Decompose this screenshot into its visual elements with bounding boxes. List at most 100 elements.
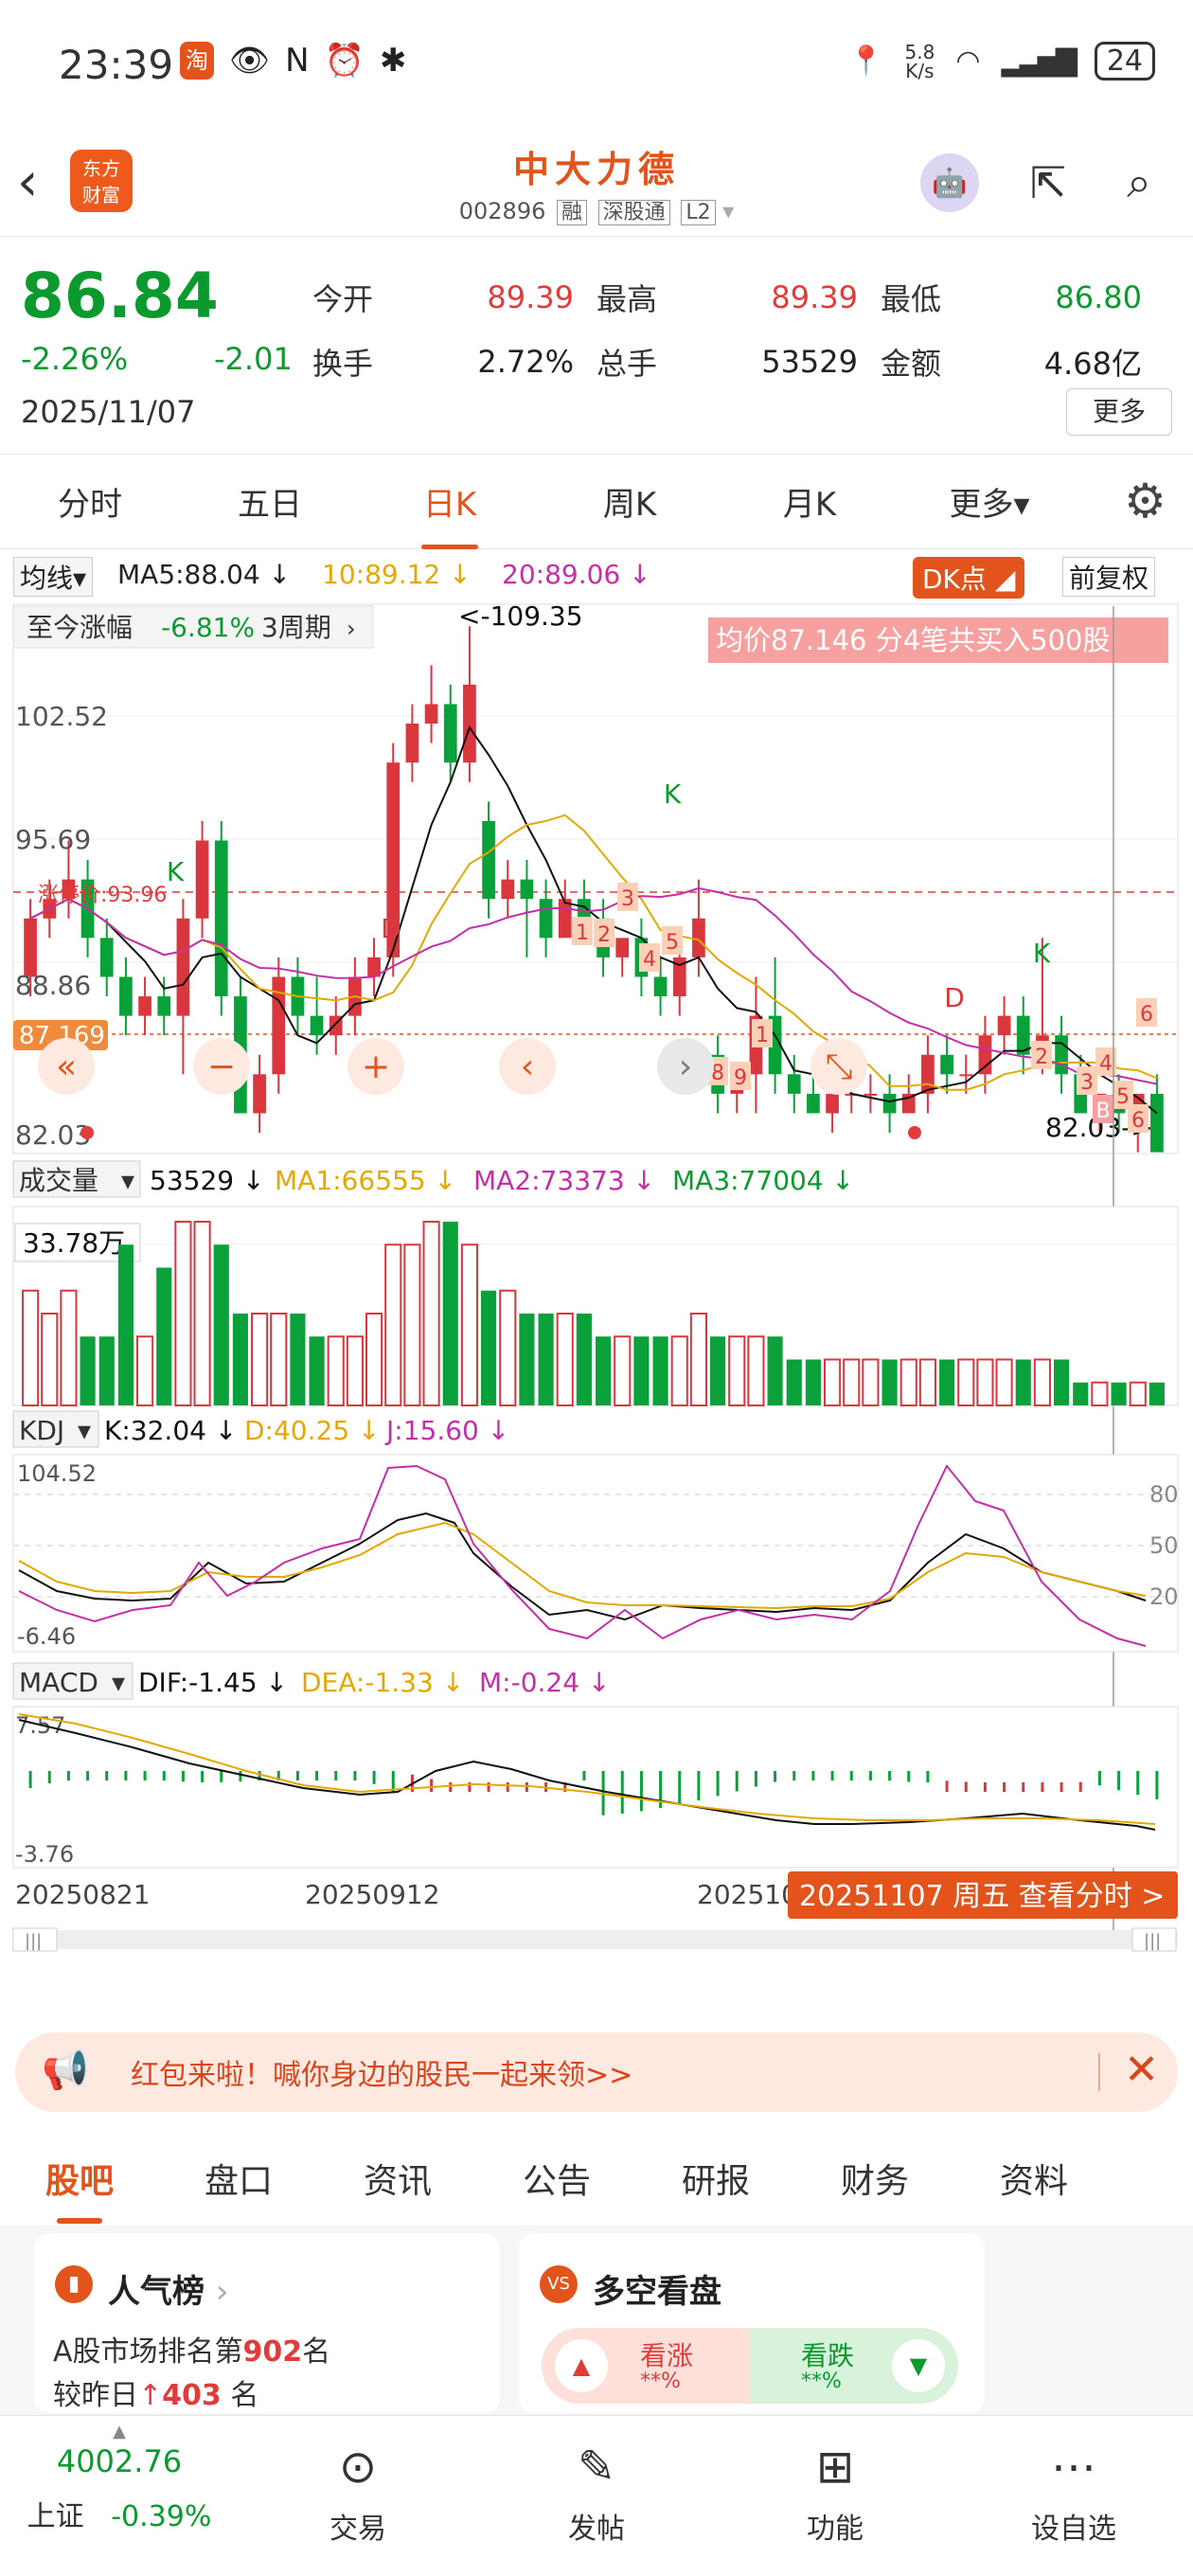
- candle-body: [653, 976, 668, 997]
- gear-icon[interactable]: ⚙: [1124, 474, 1166, 528]
- candle-body: [310, 1015, 324, 1036]
- prev-icon[interactable]: ‹: [521, 1047, 534, 1086]
- quote-row: 今开 89.39 最高 89.39 最低 86.80: [312, 265, 1174, 330]
- volume-legend: 成交量 ▾ 53529 ↓ MA1:66555 ↓ MA2:73373 ↓ MA…: [12, 1160, 854, 1198]
- next-icon[interactable]: ›: [679, 1047, 692, 1086]
- svg-text:J:15.60 ↓: J:15.60 ↓: [384, 1415, 509, 1446]
- nfc-icon: N: [285, 42, 310, 80]
- red-packet-banner[interactable]: 📢 红包来啦！喊你身边的股民一起来领>> ✕: [15, 2032, 1178, 2112]
- zoom-out-icon[interactable]: −: [207, 1047, 236, 1086]
- sentiment-card[interactable]: VS 多空看盘 ▲ 看涨 **% 看跌 **% ▼: [519, 2233, 985, 2413]
- candle-body: [940, 1054, 953, 1075]
- volume-bar: [481, 1290, 497, 1405]
- search-icon[interactable]: ⌕: [1127, 156, 1151, 207]
- svg-text:20250912: 20250912: [305, 1879, 440, 1910]
- svg-text:104.52: 104.52: [17, 1460, 97, 1487]
- status-bar: 23:39 淘 👁 N ⏰ ✱ 📍 5.8 K/s ◠ ▂▃▅▇ 24: [0, 0, 1193, 133]
- trade-banner: 均价87.146 分4笔共买入500股: [708, 617, 1168, 663]
- candle-body: [921, 1054, 935, 1094]
- signal-marker: D: [381, 913, 401, 944]
- more-button[interactable]: 更多: [1066, 388, 1172, 436]
- marker-box: [1128, 1104, 1148, 1133]
- tab-more[interactable]: 更多▾: [949, 486, 1030, 524]
- battery-indicator: 24: [1094, 42, 1155, 80]
- date-tooltip[interactable]: 20251107 周五 查看分时 >: [788, 1871, 1178, 1919]
- scrollbar[interactable]: ||| |||: [12, 1927, 1178, 1952]
- candle-body: [539, 899, 553, 939]
- ma-legend: 均线▾ MA5:88.04 ↓ 10:89.12 ↓ 20:89.06 ↓ DK…: [0, 557, 1193, 599]
- alarm-icon: ⏰: [324, 42, 365, 80]
- signal-marker: 1: [576, 921, 589, 945]
- tab-forum[interactable]: 股吧: [0, 2154, 159, 2224]
- candle-body: [214, 840, 228, 997]
- stock-name[interactable]: 中大力德: [512, 149, 680, 190]
- signal-marker: 1: [756, 1024, 769, 1047]
- volume-bar: [270, 1313, 288, 1406]
- tab-news[interactable]: 资讯: [363, 2162, 432, 2201]
- svg-text:DEA:-1.33 ↓: DEA:-1.33 ↓: [301, 1667, 464, 1698]
- bearish-button[interactable]: 看跌 **% ▼: [750, 2328, 958, 2404]
- popularity-card[interactable]: ▮ 人气榜 › A股市场排名第902名 较昨日↑403 名: [34, 2233, 500, 2413]
- marker-box: [572, 917, 593, 945]
- high-marker: <-109.35: [458, 600, 583, 632]
- candle-body: [1016, 1015, 1030, 1055]
- nav-functions[interactable]: ⊞ 功能: [716, 2416, 954, 2576]
- zoom-in-icon[interactable]: +: [362, 1047, 390, 1086]
- volume-bar: [710, 1336, 726, 1405]
- quote-label: 今开: [312, 281, 374, 317]
- adjust-button[interactable]: 前复权: [1062, 557, 1156, 597]
- range-info[interactable]: 至今涨幅 -6.81% 3周期 ›: [12, 605, 374, 649]
- tab-monthly-k[interactable]: 月K: [782, 486, 837, 524]
- volume-bar: [213, 1244, 229, 1405]
- tab-announcements[interactable]: 公告: [522, 2162, 591, 2201]
- kline-chart[interactable]: 102.52 95.69 88.86 82.03 涨停价:93.96 <-109…: [0, 597, 1193, 1979]
- marker-box: [594, 919, 614, 947]
- back-button[interactable]: ‹: [17, 152, 39, 213]
- signal-marker: 5: [1116, 1085, 1130, 1109]
- bullish-value: **%: [640, 2370, 681, 2393]
- tab-finance[interactable]: 财务: [840, 2162, 909, 2201]
- quote-label: 总手: [596, 346, 658, 382]
- stock-code-row[interactable]: 002896 融 深股通 L2 ▾: [0, 195, 1193, 225]
- price-tick: 95.69: [15, 824, 91, 855]
- chevron-right-icon: ›: [347, 616, 356, 642]
- rewind-icon[interactable]: «: [56, 1047, 77, 1086]
- tab-orderbook[interactable]: 盘口: [204, 2162, 273, 2201]
- grid-icon: ⊞: [815, 2441, 855, 2494]
- tab-five-day[interactable]: 五日: [238, 486, 302, 524]
- tab-profile[interactable]: 资料: [999, 2162, 1068, 2201]
- svg-text:K:32.04 ↓: K:32.04 ↓: [104, 1415, 237, 1446]
- share-icon[interactable]: ⇱: [1029, 157, 1067, 208]
- bullish-button[interactable]: ▲ 看涨 **%: [542, 2328, 750, 2404]
- candle-body: [405, 724, 419, 763]
- volume-bar: [460, 1243, 478, 1406]
- volume-bar: [918, 1358, 936, 1406]
- dk-point-button[interactable]: DK点 ◢: [913, 557, 1025, 599]
- candle-body: [138, 996, 151, 1016]
- volume-bar: [80, 1336, 96, 1405]
- popularity-title: 人气榜 ›: [108, 2273, 229, 2311]
- macd-histogram: [28, 1771, 1159, 1816]
- marker-box: [1077, 1066, 1097, 1095]
- marker-box: [1093, 1095, 1113, 1123]
- candle-body: [195, 840, 209, 919]
- nav-add-watchlist[interactable]: ⋯ 设自选: [954, 2416, 1193, 2576]
- tag-level2: L2: [681, 200, 716, 225]
- volume-bar: [652, 1336, 668, 1405]
- fullscreen-icon[interactable]: ⤡: [826, 1047, 853, 1086]
- index-ticker[interactable]: ▲ 4002.76 上证 -0.39%: [0, 2416, 239, 2576]
- nav-trade[interactable]: ⊙ 交易: [239, 2416, 477, 2576]
- volume-bar: [614, 1335, 632, 1406]
- tab-weekly-k[interactable]: 周K: [602, 486, 657, 524]
- tab-daily-k[interactable]: 日K: [360, 478, 540, 549]
- robot-assistant-icon[interactable]: 🤖: [917, 150, 983, 216]
- volume-bar: [519, 1314, 535, 1405]
- volume-bar: [156, 1267, 172, 1405]
- close-icon[interactable]: ✕: [1124, 2046, 1159, 2094]
- nav-post[interactable]: ✎ 发帖: [477, 2416, 716, 2576]
- indicator-select[interactable]: 均线▾: [13, 557, 94, 597]
- signal-marker: 9: [734, 1066, 747, 1090]
- signal-marker: 4: [643, 948, 656, 972]
- tab-intraday[interactable]: 分时: [58, 486, 122, 524]
- tab-research[interactable]: 研报: [681, 2162, 750, 2201]
